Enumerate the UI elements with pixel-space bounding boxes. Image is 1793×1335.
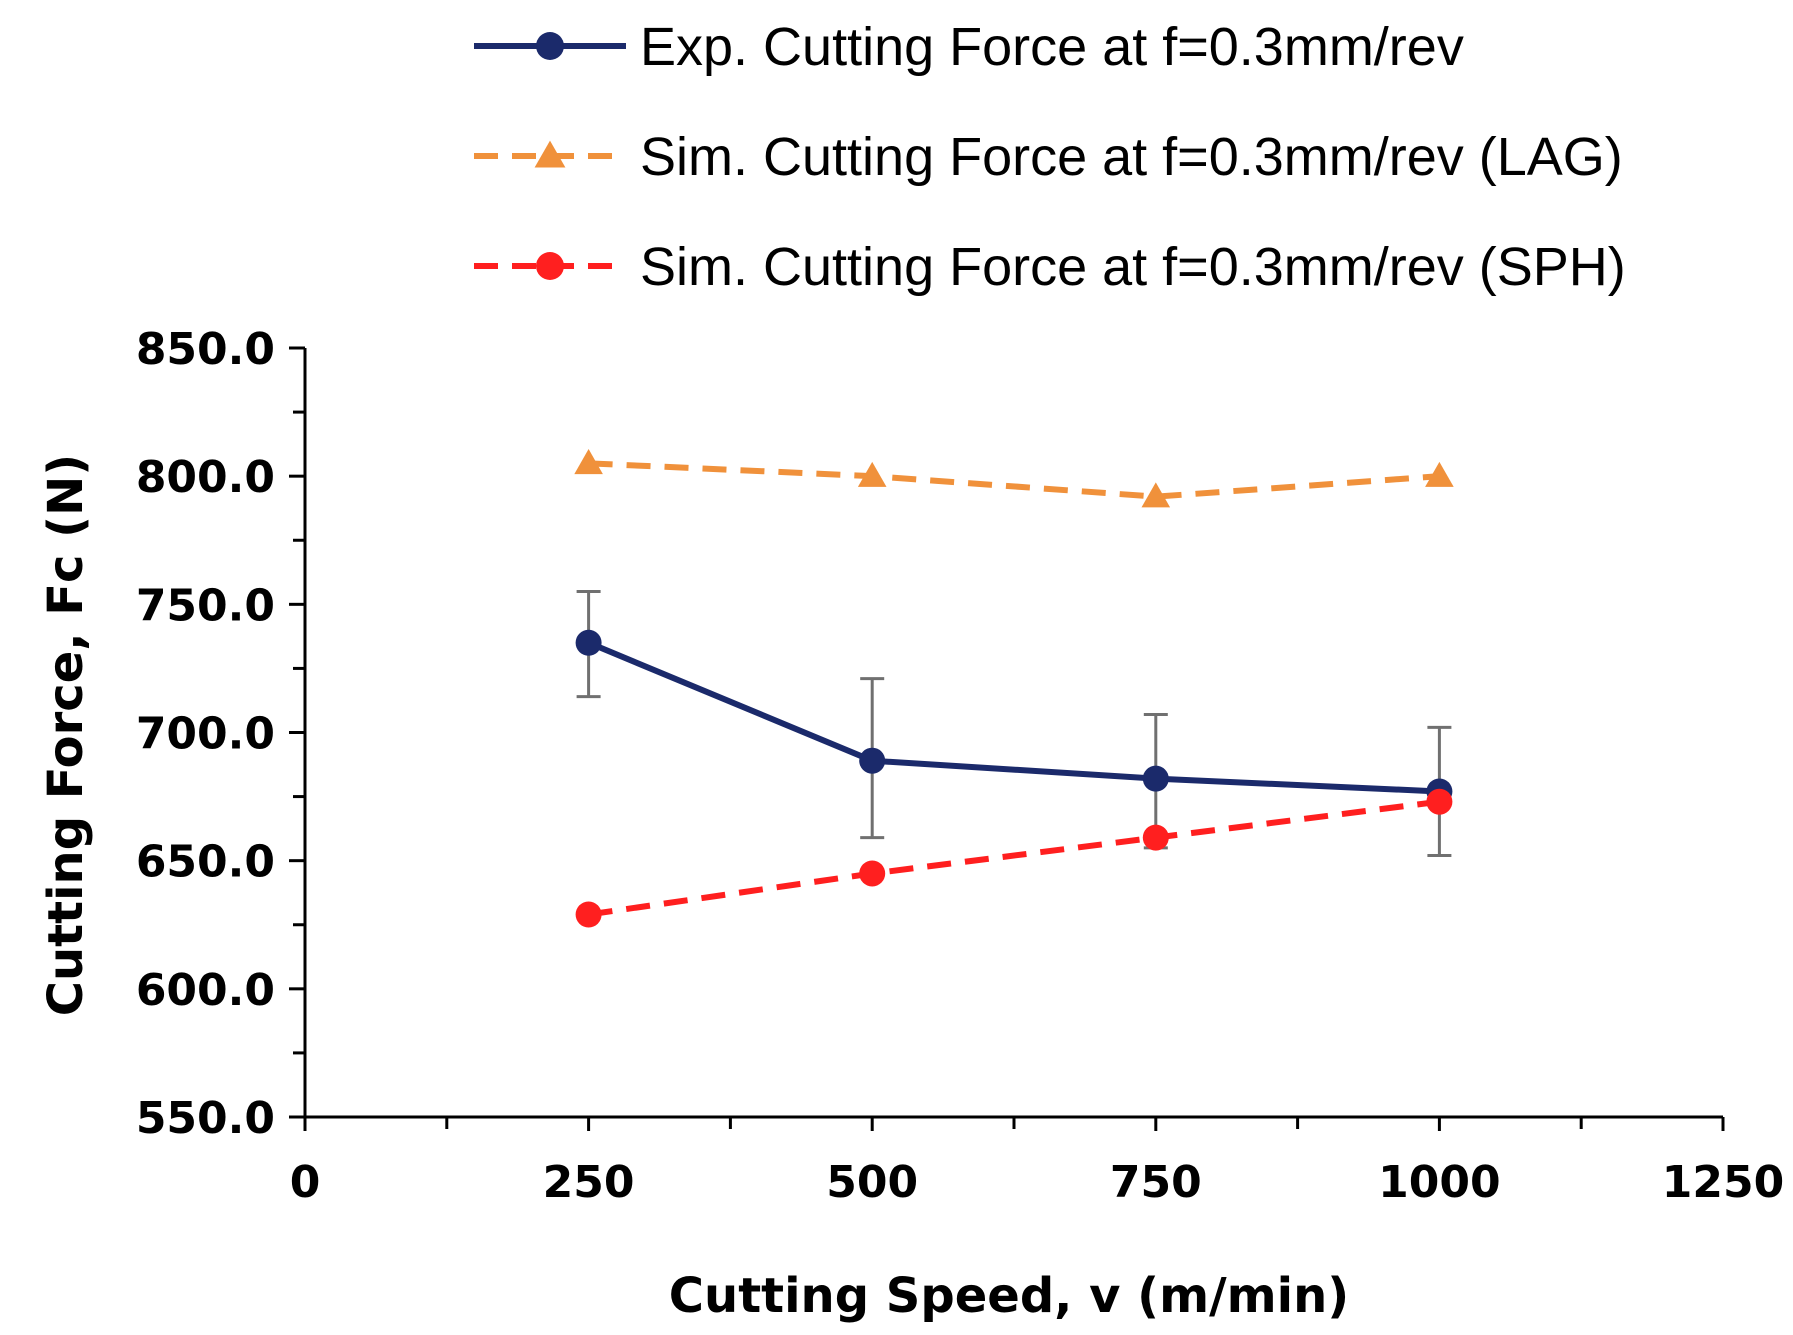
data-point-series-3	[575, 901, 602, 928]
series-line-1	[587, 640, 1440, 795]
series-line-3	[588, 798, 1440, 918]
data-point-series-1	[859, 747, 886, 774]
data-point-series-2	[1141, 482, 1171, 508]
x-axis-title: Cutting Speed, v (m/min)	[669, 1268, 1349, 1324]
data-point-series-2	[1425, 461, 1454, 487]
data-point-series-3	[1426, 788, 1453, 815]
x-tick-label: 750	[1110, 1157, 1202, 1208]
series-line-2	[588, 460, 1440, 500]
y-axis-title: Cutting Force, Fc (N)	[38, 454, 94, 1016]
x-tick-label: 0	[290, 1157, 321, 1208]
legend-marker	[534, 140, 566, 168]
legend-label: Sim. Cutting Force at f=0.3mm/rev (LAG)	[640, 127, 1623, 187]
axes: 550.0 600.0 650.0 700.0 750.0 800.0 850.0 0 250 5…	[136, 324, 1784, 1208]
legend-marker	[536, 32, 564, 60]
x-tick-label: 1250	[1662, 1157, 1784, 1208]
x-tick-label: 250	[543, 1157, 635, 1208]
data-point-series-2	[857, 461, 887, 487]
y-tick-label: 650.0	[136, 837, 275, 888]
legend-entry-1: Exp. Cutting Force at f=0.3mm/rev	[474, 17, 1464, 77]
data-point-series-1	[1142, 765, 1169, 792]
y-tick-label: 700.0	[136, 709, 275, 760]
x-tick-label: 1000	[1378, 1157, 1500, 1208]
data-point-series-3	[859, 860, 886, 887]
data-point-series-2	[574, 449, 603, 475]
legend-label: Sim. Cutting Force at f=0.3mm/rev (SPH)	[640, 237, 1626, 297]
legend-entry-2: Sim. Cutting Force at f=0.3mm/rev (LAG)	[474, 127, 1623, 187]
legend-marker	[536, 252, 564, 280]
series-lines	[587, 460, 1440, 918]
data-point-series-1	[575, 629, 602, 656]
data-point-series-3	[1142, 824, 1169, 851]
y-tick-label: 750.0	[136, 580, 275, 631]
legend-label: Exp. Cutting Force at f=0.3mm/rev	[640, 17, 1464, 77]
x-tick-label: 500	[826, 1157, 918, 1208]
legend: Exp. Cutting Force at f=0.3mm/rev Sim. Cu…	[474, 17, 1626, 297]
legend-entry-3: Sim. Cutting Force at f=0.3mm/rev (SPH)	[474, 237, 1626, 297]
data-markers	[574, 449, 1454, 928]
y-tick-label: 550.0	[136, 1093, 275, 1144]
y-tick-label: 800.0	[136, 452, 275, 503]
y-tick-label: 600.0	[136, 965, 275, 1016]
y-tick-label: 850.0	[136, 324, 275, 375]
